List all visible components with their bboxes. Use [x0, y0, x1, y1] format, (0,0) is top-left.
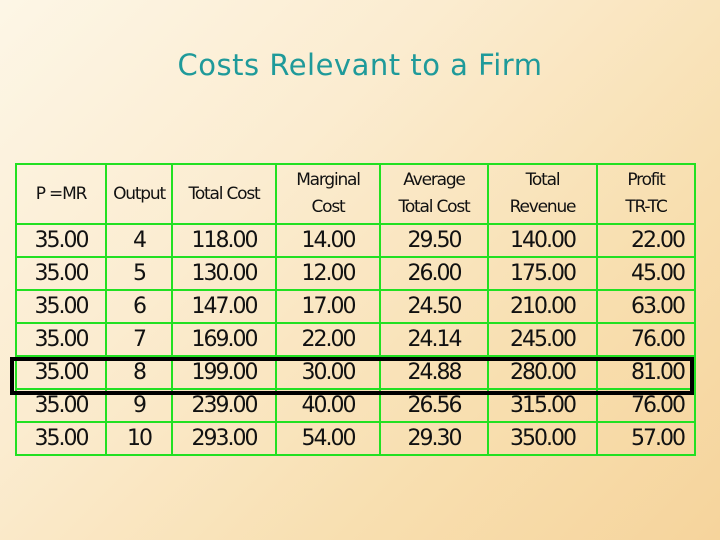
cell-average-total-cost: 26.00 — [379, 256, 489, 291]
cell-profit: 22.00 — [596, 223, 696, 258]
cell-price: 35.00 — [15, 289, 107, 324]
cell-total-revenue: 210.00 — [487, 289, 598, 324]
cell-profit: 76.00 — [596, 388, 696, 423]
table-row: 35.00 9 239.00 40.00 26.56 315.00 76.00 — [15, 388, 696, 423]
cell-marginal-cost: 30.00 — [275, 355, 381, 390]
cell-average-total-cost: 29.50 — [379, 223, 489, 258]
header-marginal-cost: Marginal Cost — [275, 163, 381, 225]
cell-marginal-cost: 40.00 — [275, 388, 381, 423]
cell-average-total-cost: 24.88 — [379, 355, 489, 390]
header-total-cost: Total Cost — [171, 163, 277, 225]
cost-table: P =MR Output Total Cost Marginal Cost Ave… — [15, 163, 696, 456]
cell-total-revenue: 350.00 — [487, 421, 598, 456]
cell-average-total-cost: 26.56 — [379, 388, 489, 423]
header-average-total-cost: Average Total Cost — [379, 163, 489, 225]
cell-price: 35.00 — [15, 388, 107, 423]
cell-profit: 45.00 — [596, 256, 696, 291]
header-price-mr: P =MR — [15, 163, 107, 225]
cell-price: 35.00 — [15, 223, 107, 258]
slide-title: Costs Relevant to a Firm — [177, 48, 543, 82]
header-output: Output — [105, 163, 173, 225]
cell-total-revenue: 280.00 — [487, 355, 598, 390]
cell-total-cost: 169.00 — [171, 322, 277, 357]
cell-output: 6 — [105, 289, 173, 324]
cell-output: 5 — [105, 256, 173, 291]
cell-output: 7 — [105, 322, 173, 357]
table-row: 35.00 4 118.00 14.00 29.50 140.00 22.00 — [15, 223, 696, 258]
table-row: 35.00 10 293.00 54.00 29.30 350.00 57.00 — [15, 421, 696, 456]
cell-average-total-cost: 24.14 — [379, 322, 489, 357]
cell-average-total-cost: 24.50 — [379, 289, 489, 324]
cell-total-revenue: 315.00 — [487, 388, 598, 423]
cell-price: 35.00 — [15, 256, 107, 291]
cell-output: 10 — [105, 421, 173, 456]
cell-total-cost: 147.00 — [171, 289, 277, 324]
cell-total-cost: 293.00 — [171, 421, 277, 456]
table-row: 35.00 7 169.00 22.00 24.14 245.00 76.00 — [15, 322, 696, 357]
cell-profit: 63.00 — [596, 289, 696, 324]
cell-total-cost: 239.00 — [171, 388, 277, 423]
cell-total-cost: 199.00 — [171, 355, 277, 390]
cell-output: 9 — [105, 388, 173, 423]
header-profit: Profit TR-TC — [596, 163, 696, 225]
cell-total-revenue: 245.00 — [487, 322, 598, 357]
cell-marginal-cost: 12.00 — [275, 256, 381, 291]
cell-output: 4 — [105, 223, 173, 258]
header-total-revenue: Total Revenue — [487, 163, 598, 225]
cell-profit: 76.00 — [596, 322, 696, 357]
cell-total-cost: 130.00 — [171, 256, 277, 291]
cell-total-revenue: 175.00 — [487, 256, 598, 291]
cell-profit: 81.00 — [596, 355, 696, 390]
cell-total-revenue: 140.00 — [487, 223, 598, 258]
cell-price: 35.00 — [15, 355, 107, 390]
cell-marginal-cost: 14.00 — [275, 223, 381, 258]
cell-output: 8 — [105, 355, 173, 390]
cell-price: 35.00 — [15, 322, 107, 357]
cell-marginal-cost: 22.00 — [275, 322, 381, 357]
header-row: P =MR Output Total Cost Marginal Cost Ave… — [15, 163, 696, 225]
cell-profit: 57.00 — [596, 421, 696, 456]
cell-price: 35.00 — [15, 421, 107, 456]
cell-total-cost: 118.00 — [171, 223, 277, 258]
cell-marginal-cost: 54.00 — [275, 421, 381, 456]
table-row: 35.00 6 147.00 17.00 24.50 210.00 63.00 — [15, 289, 696, 324]
cell-marginal-cost: 17.00 — [275, 289, 381, 324]
table-row-highlighted: 35.00 8 199.00 30.00 24.88 280.00 81.00 — [15, 355, 696, 390]
cell-average-total-cost: 29.30 — [379, 421, 489, 456]
table-row: 35.00 5 130.00 12.00 26.00 175.00 45.00 — [15, 256, 696, 291]
